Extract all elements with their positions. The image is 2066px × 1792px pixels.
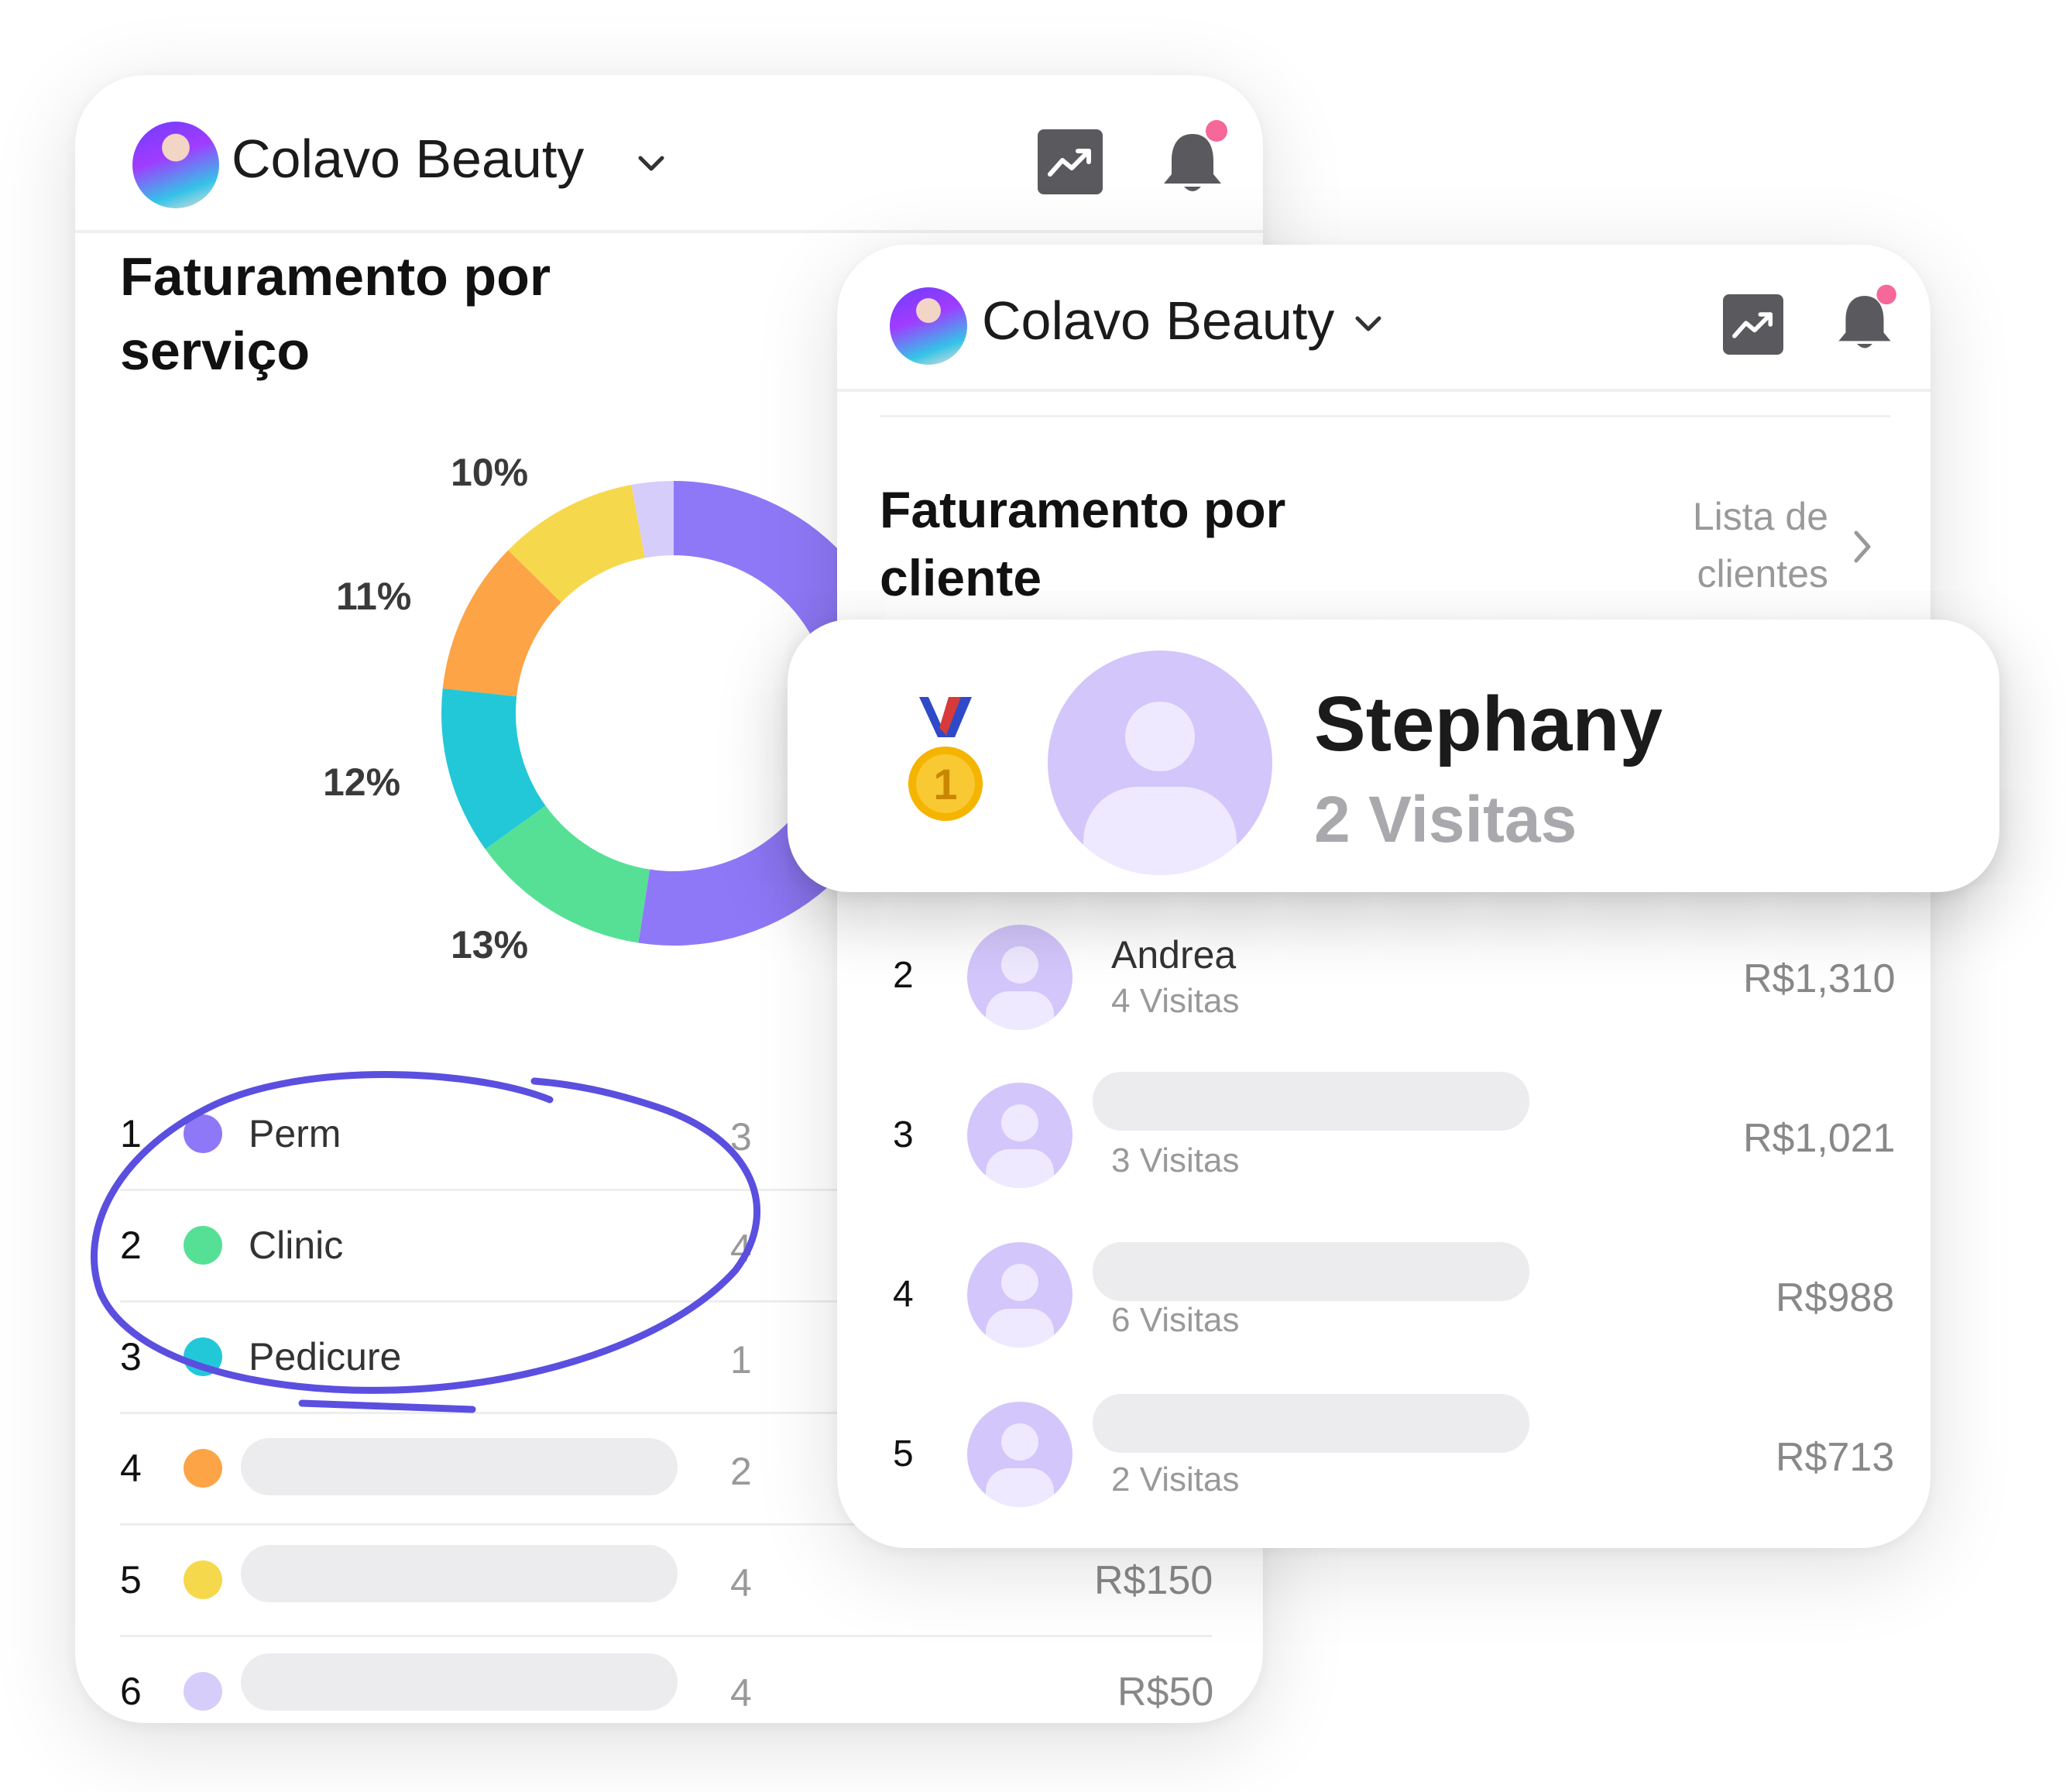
row-rank: 3 [120,1335,142,1378]
user-avatar-icon [967,1402,1072,1507]
donut-label-13: 13% [451,923,529,966]
name-placeholder [241,1438,678,1495]
service-count: 4 [730,1671,752,1715]
row-rank: 3 [893,1114,914,1155]
donut-segment-5 [508,485,645,602]
series-color-dot [184,1449,222,1488]
link-label-line2: clientes [1697,552,1828,596]
row-rank: 2 [893,955,914,996]
row-rank: 6 [120,1670,142,1713]
client-revenue-card: Colavo Beauty Faturamento por cliente Li… [837,245,1930,1548]
svg-text:1: 1 [933,760,957,808]
donut-label-12: 12% [323,760,401,804]
salon-avatar[interactable] [132,122,219,208]
medal-icon: 1 [908,697,983,821]
sub-divider [880,415,1890,417]
section-title-line1: Faturamento por [120,246,551,307]
header-divider [75,230,1263,233]
top-client-visits: 2 Visitas [1314,783,1577,856]
link-label-line1: Lista de [1692,495,1828,538]
service-price: R$150 [1094,1558,1213,1603]
highlight-ellipse [91,1071,761,1413]
row-rank: 5 [893,1433,914,1474]
row-divider [120,1300,1212,1303]
salon-avatar[interactable] [890,287,967,365]
series-color-dot [184,1672,222,1711]
chevron-down-icon[interactable] [634,146,668,180]
section-title-line2: serviço [120,321,311,381]
service-name: Pedicure [249,1335,402,1378]
client-amount: R$1,310 [1743,956,1896,1001]
series-color-dot [184,1560,222,1599]
notification-dot [1206,120,1227,142]
donut-segment-2 [485,805,650,943]
client-name: Andrea [1111,933,1237,977]
chevron-down-icon[interactable] [1351,307,1385,341]
section-title-line1: Faturamento por [880,481,1286,538]
row-rank: 5 [120,1558,142,1601]
service-count: 1 [730,1338,752,1382]
name-placeholder [1093,1394,1529,1453]
header-divider [837,389,1930,392]
row-divider [120,1523,1212,1526]
brand-selector[interactable]: Colavo Beauty [232,129,585,189]
brand-selector[interactable]: Colavo Beauty [982,290,1335,351]
section-title-line2: cliente [880,549,1042,606]
donut-label-10: 10% [451,451,529,494]
donut-segment-3 [441,688,546,850]
name-placeholder [1093,1242,1529,1301]
service-count: 4 [730,1561,752,1605]
client-visits: 3 Visitas [1111,1141,1240,1179]
client-visits: 6 Visitas [1111,1301,1240,1339]
service-count: 2 [730,1450,752,1493]
client-amount: R$713 [1776,1435,1895,1480]
row-rank: 1 [120,1112,142,1155]
name-placeholder [1093,1072,1529,1131]
user-avatar-icon [967,1242,1072,1347]
row-divider [120,1635,1212,1637]
notification-dot [1876,284,1896,305]
name-placeholder [241,1545,678,1602]
service-price: R$50 [1117,1670,1214,1715]
client-visits: 2 Visitas [1111,1461,1240,1498]
row-rank: 4 [120,1447,142,1490]
user-avatar-icon [967,1083,1072,1188]
row-rank: 4 [893,1274,914,1315]
service-name: Perm [249,1112,341,1155]
donut-segment-6 [631,481,674,558]
top-client-card[interactable]: 1 Stephany 2 Visitas [788,620,1999,892]
series-color-dot [184,1226,222,1265]
user-avatar-icon [1048,651,1272,875]
client-visits: 4 Visitas [1111,982,1240,1020]
client-amount: R$988 [1776,1275,1895,1320]
row-rank: 2 [120,1224,142,1267]
bell-icon[interactable] [1150,118,1235,204]
bell-icon[interactable] [1826,282,1903,359]
name-placeholder [241,1653,678,1711]
user-avatar-icon [967,925,1072,1030]
row-divider [120,1412,1212,1414]
donut-label-11: 11% [336,575,412,618]
trend-chart-icon[interactable] [1723,294,1783,355]
chevron-right-icon [1854,530,1871,563]
row-divider [120,1189,1212,1191]
donut-segment-4 [442,550,561,697]
service-name: Clinic [249,1224,344,1267]
client-amount: R$1,021 [1743,1116,1896,1161]
trend-chart-icon[interactable] [1038,129,1103,194]
top-client-name: Stephany [1314,681,1663,767]
